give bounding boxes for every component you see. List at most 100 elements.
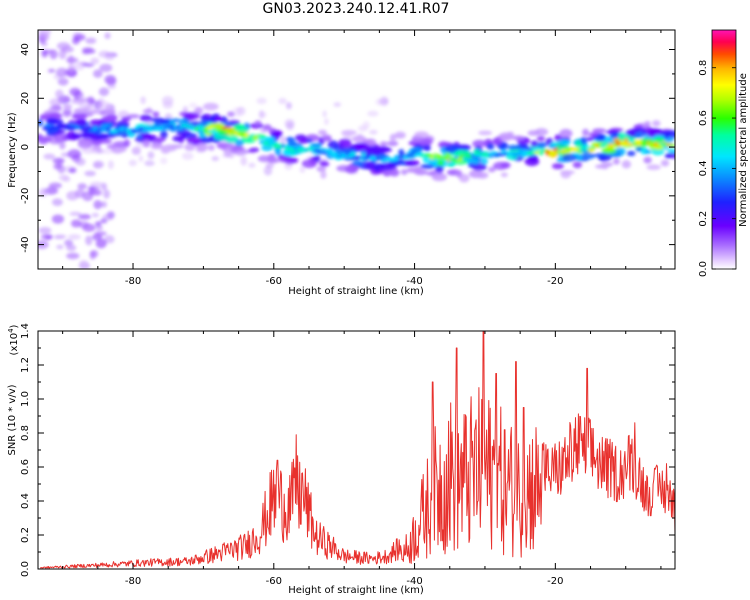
spectrogram-blob	[186, 136, 202, 145]
snr-x-tick-label: -80	[125, 576, 141, 587]
spectrogram-blob	[626, 150, 636, 157]
spectrogram-blob	[99, 138, 112, 144]
spectrogram-blob	[247, 148, 257, 153]
spectrogram-speckle	[40, 233, 54, 240]
spectrogram-ridge-core	[563, 149, 571, 154]
spectrogram-ridge-core	[518, 148, 528, 153]
spectrogram-blob	[200, 114, 209, 121]
spectrogram-blob	[223, 148, 232, 158]
colorbar-tick-label: 0.6	[698, 110, 709, 126]
spectrogram-speckle	[49, 98, 62, 107]
spectrogram-blob	[142, 109, 154, 114]
spectrogram-speckle	[93, 200, 103, 210]
spectrogram-blob	[79, 132, 96, 137]
spectrogram-blob	[660, 159, 670, 167]
spectrogram-speckle	[44, 187, 59, 195]
spectrogram-blob	[559, 170, 576, 175]
spectrogram-blob	[536, 135, 546, 142]
spectrogram-blob	[235, 151, 246, 156]
spectrogram-blob	[160, 146, 171, 154]
spectrogram-speckle	[102, 213, 114, 221]
spectrogram-blob	[102, 115, 118, 122]
spectrogram-speckle	[82, 48, 96, 55]
spectrogram-speckle	[234, 111, 242, 117]
spectrogram-speckle	[104, 32, 111, 40]
spectrogram-heatmap	[38, 30, 675, 269]
spectrogram-speckle	[85, 37, 97, 44]
spectrogram-blob	[59, 141, 66, 150]
snr-x-tick-label: -60	[266, 576, 282, 587]
spectrogram-blob	[234, 126, 249, 133]
spectrogram-blob	[152, 111, 160, 118]
spectrogram-blob	[352, 160, 362, 167]
spectrogram-speckle	[80, 97, 93, 103]
spectrogram-speckle	[41, 50, 49, 58]
spectrogram-blob	[223, 122, 235, 127]
spectrogram-ridge-core	[538, 151, 545, 156]
spectrogram-speckle	[47, 68, 56, 73]
spectrogram-blob	[422, 156, 431, 163]
snr-y-tick-label: 1.4	[20, 323, 31, 339]
spectrogram-speckle	[90, 57, 100, 65]
spectrogram-blob	[46, 112, 61, 119]
spectrogram-speckle	[285, 102, 292, 110]
colorbar-tick-label: 0.2	[698, 211, 709, 227]
spectrogram-blob	[47, 118, 64, 125]
spectrogram-blob	[320, 170, 327, 179]
spectrogram-blob	[196, 143, 208, 152]
spectrogram-blob	[444, 144, 460, 154]
spectrogram-ridge-core	[202, 128, 209, 133]
spectrogram-speckle	[279, 135, 286, 146]
snr-y-tick-label: 0.6	[20, 459, 31, 475]
spectrogram-ridge-core	[376, 155, 386, 159]
spectrogram-speckle	[78, 213, 92, 220]
spectrogram-speckle	[56, 244, 64, 250]
snr-y-multiplier-exponent: 4	[7, 328, 15, 333]
spectrogram-blob	[498, 132, 514, 141]
spectrogram-blob	[500, 161, 511, 169]
colorbar-label: Normalized spectral amplitude	[738, 73, 749, 227]
snr-x-axis-label: Height of straight line (km)	[288, 585, 424, 596]
snr-x-tick-label: -20	[547, 576, 563, 587]
spectrogram-blob	[644, 149, 652, 155]
colorbar-tick-label: 0.0	[698, 261, 709, 277]
spectrogram-speckle	[67, 55, 75, 64]
spectrogram-frame	[37, 29, 676, 270]
spectrogram-speckle	[101, 148, 114, 154]
spectrogram-blob	[472, 158, 479, 165]
spectrogram-blob	[327, 140, 339, 150]
spectrogram-speckle	[73, 33, 86, 41]
spectrogram-speckle	[182, 106, 189, 114]
spectrogram-blob	[507, 144, 521, 151]
spectrogram-speckle	[107, 160, 114, 170]
spectrogram-speckle	[367, 110, 379, 117]
spectrogram-speckle	[93, 161, 102, 169]
spectrogram-blob	[472, 139, 487, 148]
figure-title: GN03.2023.240.12.41.R07	[262, 1, 450, 17]
spectrogram-speckle	[48, 105, 63, 113]
spectrogram-speckle	[79, 259, 89, 266]
spectrogram-blob	[366, 160, 376, 169]
colorbar-tick-label: 0.8	[698, 60, 709, 76]
spectrogram-blob	[149, 117, 166, 123]
spectrogram-speckle	[69, 87, 81, 96]
snr-y-tick-label: 0.0	[20, 561, 31, 577]
spectrogram-blob	[480, 157, 488, 165]
snr-y-tick-label: 0.8	[20, 425, 31, 441]
spectrogram-blob	[437, 160, 445, 166]
spectrogram-blob	[431, 173, 448, 182]
snr-y-multiplier: (x104)	[7, 324, 20, 355]
spectrogram-blob	[588, 132, 599, 137]
spectrogram-speckle	[69, 211, 82, 216]
spectrogram-blob	[472, 162, 487, 171]
spectrogram-blob	[487, 166, 496, 173]
spectrogram-blob	[572, 161, 583, 169]
spectrogram-blob	[592, 153, 609, 158]
colorbar-tick-label: 0.4	[698, 160, 709, 176]
snr-frame	[37, 330, 676, 570]
spectrogram-speckle	[38, 226, 52, 234]
spectrogram-speckle	[103, 189, 111, 199]
spectrogram-blob	[511, 135, 525, 141]
spectrogram-blob	[62, 103, 73, 110]
spectrogram-blob	[420, 163, 435, 170]
